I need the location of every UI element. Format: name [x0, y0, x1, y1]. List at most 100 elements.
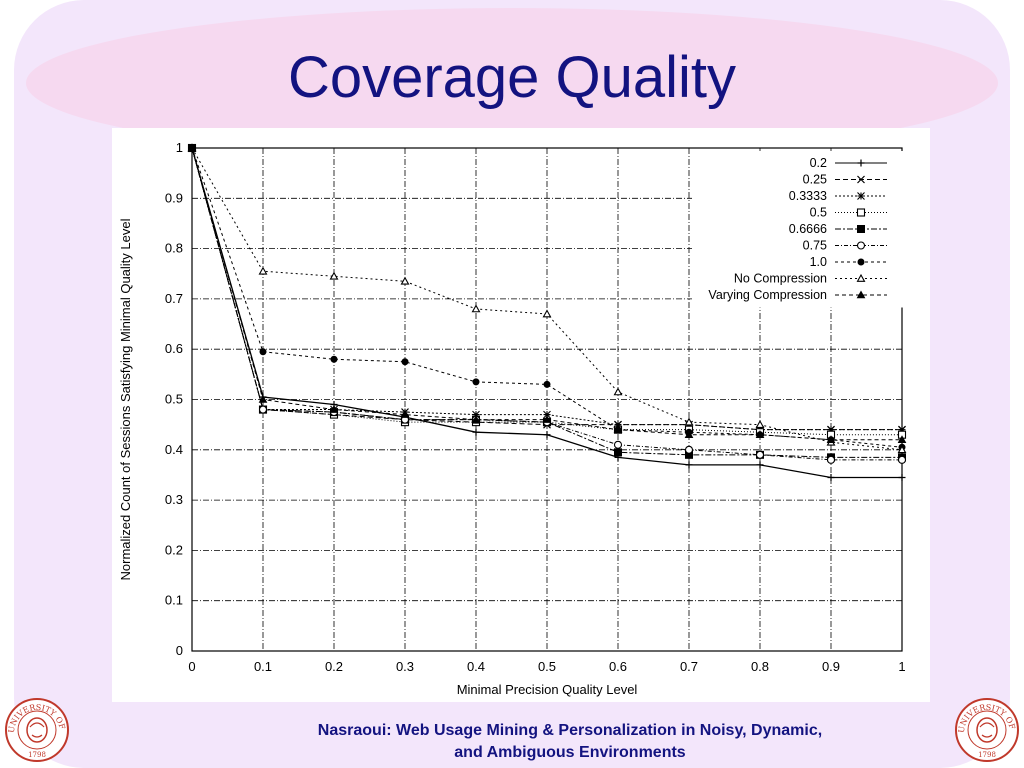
x-tick-label: 0.4 [467, 659, 485, 674]
x-tick-label: 0.3 [396, 659, 414, 674]
data-point [401, 358, 409, 366]
data-point [187, 143, 197, 152]
y-tick-label: 0.2 [165, 542, 183, 557]
university-seal-logo: UNIVERSITY OF LOUISVILLE 1798 [4, 697, 69, 762]
y-tick-label: 0 [176, 643, 183, 658]
data-point [684, 445, 694, 454]
y-axis-label: Normalized Count of Sessions Satisfying … [118, 218, 133, 580]
y-tick-label: 0.9 [165, 190, 183, 205]
y-tick-label: 1 [176, 140, 183, 155]
data-point [827, 425, 835, 434]
legend-label: 0.3333 [789, 189, 827, 203]
legend-marker [857, 225, 865, 233]
data-point [543, 410, 551, 419]
data-point [542, 309, 552, 318]
legend-label: Varying Compression [708, 288, 827, 302]
x-tick-label: 0.5 [538, 659, 556, 674]
data-point [756, 461, 764, 469]
data-point [330, 355, 338, 363]
data-point [472, 378, 480, 386]
y-tick-label: 0.3 [165, 492, 183, 507]
legend-marker [856, 273, 866, 282]
data-point [542, 415, 552, 423]
legend-marker [856, 290, 866, 299]
legend-label: 0.25 [803, 173, 827, 187]
x-tick-label: 0.8 [751, 659, 769, 674]
data-point [613, 440, 623, 449]
legend-marker [857, 175, 865, 184]
data-point [472, 428, 480, 436]
data-point [614, 420, 622, 429]
footer-line-1: Nasraoui: Web Usage Mining & Personaliza… [317, 722, 823, 739]
data-point [827, 473, 835, 481]
x-tick-label: 0.6 [609, 659, 627, 674]
legend-marker [856, 241, 866, 250]
legend-marker [857, 159, 865, 167]
data-point [613, 387, 623, 396]
legend-label: 0.75 [803, 239, 827, 253]
data-point [471, 304, 481, 313]
legend-marker [856, 208, 866, 217]
legend-label: 0.6666 [789, 222, 827, 236]
chart-panel: 0 0.1 0.2 0.3 0.4 0.5 0.6 0.7 0.8 0.9 1 0 0.1 0.2 0.3 0… [112, 128, 930, 702]
x-tick-label: 0.9 [822, 659, 840, 674]
data-point [400, 276, 410, 285]
data-point [259, 348, 267, 356]
data-point [826, 435, 836, 444]
data-point [897, 445, 907, 454]
x-tick-label: 0.2 [325, 659, 343, 674]
y-tick-label: 0.8 [165, 241, 183, 256]
legend-marker [857, 192, 865, 200]
data-point [897, 435, 907, 444]
data-point [258, 405, 268, 414]
data-point [329, 405, 339, 413]
data-point [685, 461, 693, 469]
x-tick-label: 1 [898, 659, 905, 674]
y-tick-label: 0.7 [165, 291, 183, 306]
legend-marker [857, 258, 865, 266]
legend-label: 1.0 [810, 255, 827, 269]
footer-line-2: and Ambiguous Environments [454, 744, 686, 761]
x-axis-label: Minimal Precision Quality Level [457, 682, 638, 697]
legend-label: 0.5 [810, 206, 827, 220]
chart-legend: 0.2 0.25 0.3333 0.5 0.6666 0.75 1.0 No Compress… [692, 151, 904, 308]
data-point [755, 420, 765, 428]
data-point [755, 450, 765, 459]
x-tick-label: 0.1 [254, 659, 272, 674]
legend-label: No Compression [734, 272, 827, 286]
plot-frame [191, 147, 903, 652]
line-chart: 0 0.1 0.2 0.3 0.4 0.5 0.6 0.7 0.8 0.9 1 0 0.1 0.2 0.3 0… [118, 140, 907, 697]
data-point [258, 266, 268, 275]
university-seal-logo-right: UNIVERSITY OF LOUISVILLE 1798 [954, 697, 1019, 762]
data-point [684, 417, 694, 426]
series-line [191, 147, 902, 431]
data-point [472, 410, 480, 419]
grid-lines [192, 148, 902, 651]
data-point [613, 425, 623, 433]
data-point [897, 455, 907, 464]
data-point [898, 425, 906, 434]
footer-caption: Nasraoui: Web Usage Mining & Personaliza… [220, 720, 920, 764]
svg-text:1798: 1798 [978, 751, 996, 759]
slide-title: Coverage Quality [287, 45, 737, 110]
y-tick-label: 0.1 [165, 593, 183, 608]
data-point [543, 380, 551, 388]
svg-text:1798: 1798 [28, 751, 46, 759]
x-tick-label: 0 [188, 659, 195, 674]
data-point [684, 430, 694, 439]
legend-label: 0.2 [810, 156, 827, 170]
y-tick-label: 0.6 [165, 341, 183, 356]
data-point [543, 431, 551, 439]
x-tick-label: 0.7 [680, 659, 698, 674]
data-point [258, 394, 268, 403]
data-point [755, 430, 765, 439]
data-point [826, 455, 836, 464]
y-tick-label: 0.5 [165, 392, 183, 407]
data-point [471, 415, 481, 423]
data-point [898, 473, 906, 481]
data-point [614, 448, 622, 457]
data-point [329, 271, 339, 280]
series-8 [187, 143, 907, 444]
y-tick-label: 0.4 [165, 442, 183, 457]
data-point [400, 410, 410, 418]
